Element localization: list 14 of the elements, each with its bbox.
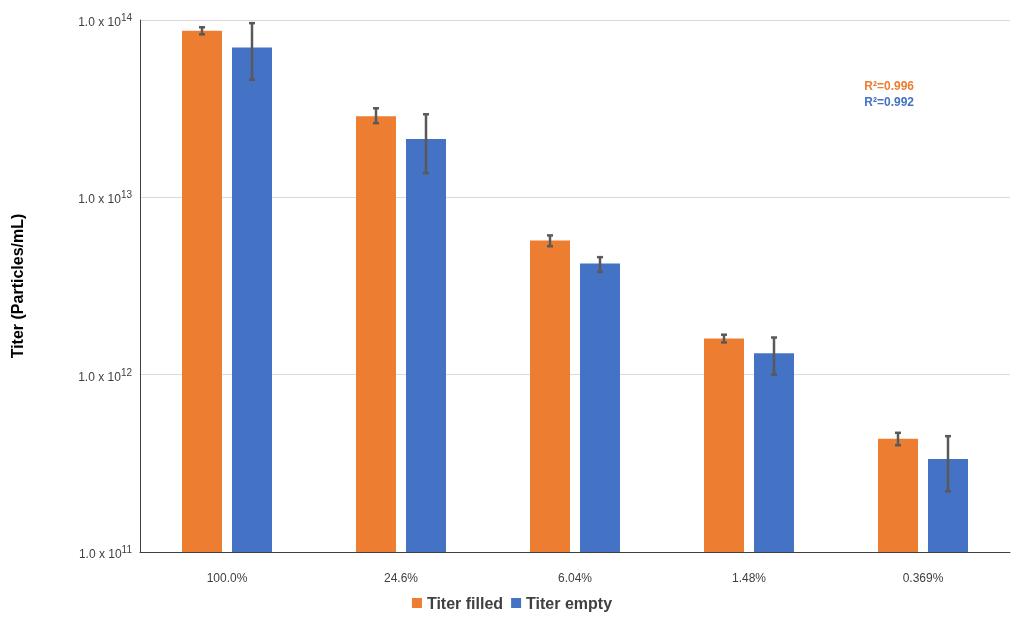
y-tick-label: 1.0 x 10$^{12}$ [78,366,132,384]
y-axis-title: Titer (Particles/mL) [8,213,26,359]
y-tick-label: 1.0 x 10$^{11}$ [78,544,132,561]
y-tick-label: 1.0 x 10$^{14}$ [78,12,132,29]
legend-label: Titer empty [526,594,613,612]
x-tick-label: 100.0% [206,571,248,585]
x-tick-label: 6.04% [557,571,593,585]
annotation: R²=0.996 [864,79,915,93]
x-tick-label: 24.6% [383,571,419,585]
x-tick-label: 0.369% [902,571,944,585]
annotation: R²=0.992 [864,95,915,109]
y-tick-label: 1.0 x 10$^{13}$ [78,189,132,207]
legend-label: Titer filled [426,594,504,612]
x-tick-label: 1.48% [731,571,767,585]
